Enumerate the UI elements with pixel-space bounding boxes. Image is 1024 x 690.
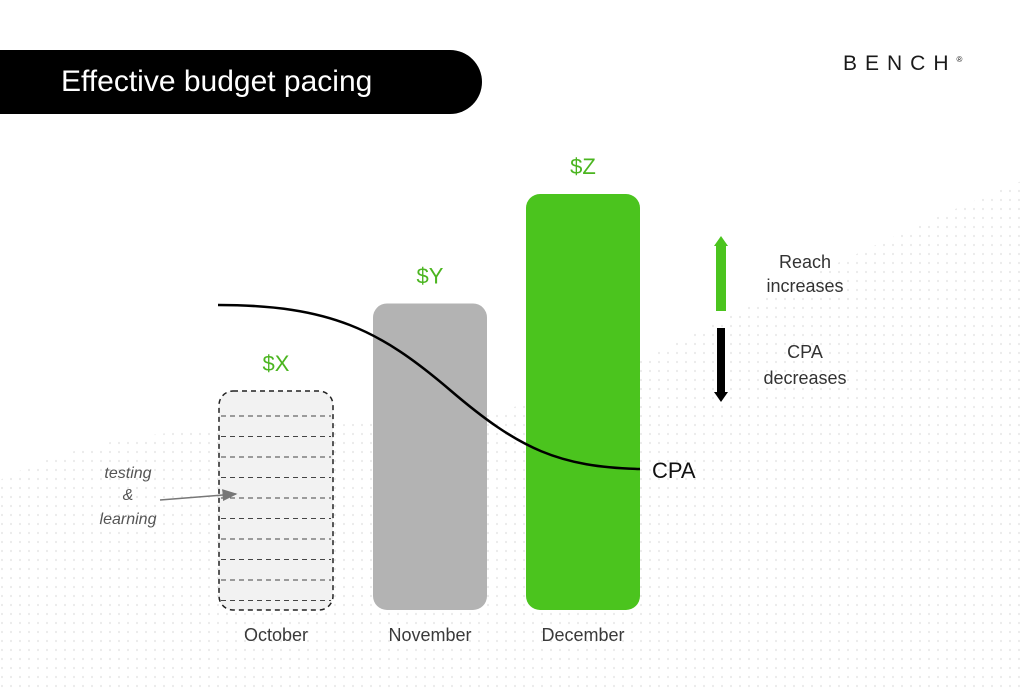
logo-text: BENCH <box>843 52 957 75</box>
annotation-arrow <box>159 489 238 502</box>
cpa-arrow-shaft <box>717 328 725 393</box>
cpa-curve-label: CPA <box>652 458 696 483</box>
cpa-curve <box>217 303 641 471</box>
bars-group <box>218 194 640 611</box>
testing-hatch-lines <box>221 415 331 602</box>
tick-label-december: December <box>541 625 624 645</box>
reach-arrow-shaft <box>716 246 726 311</box>
page-title: Effective budget pacing <box>61 65 373 98</box>
cpa-down-arrow-icon <box>714 392 728 402</box>
reach-legend-line1: Reach <box>779 252 831 272</box>
data-label-october: $X <box>263 351 290 376</box>
annotation-line1: testing <box>104 465 151 482</box>
data-label-november: $Y <box>417 263 444 288</box>
data-labels-group: $X $Y $Z <box>263 154 596 376</box>
title-bar: Effective budget pacing <box>0 50 482 114</box>
data-label-december: $Z <box>570 154 596 179</box>
annotation-line2: & <box>123 487 134 504</box>
tick-label-november: November <box>388 625 471 645</box>
tick-label-october: October <box>244 625 308 645</box>
bar-december <box>526 194 640 610</box>
trademark-mark: ® <box>956 55 963 64</box>
bar-november <box>373 303 487 610</box>
annotation-line3: learning <box>100 511 157 528</box>
cpa-legend-line1: CPA <box>787 342 823 362</box>
cpa-legend-line2: decreases <box>763 368 846 388</box>
reach-up-arrow-icon <box>714 236 728 246</box>
category-labels-group: October November December <box>244 625 625 645</box>
bar-october <box>218 390 334 611</box>
bench-logo: BENCH® <box>843 52 962 76</box>
reach-legend-line2: increases <box>766 276 843 296</box>
